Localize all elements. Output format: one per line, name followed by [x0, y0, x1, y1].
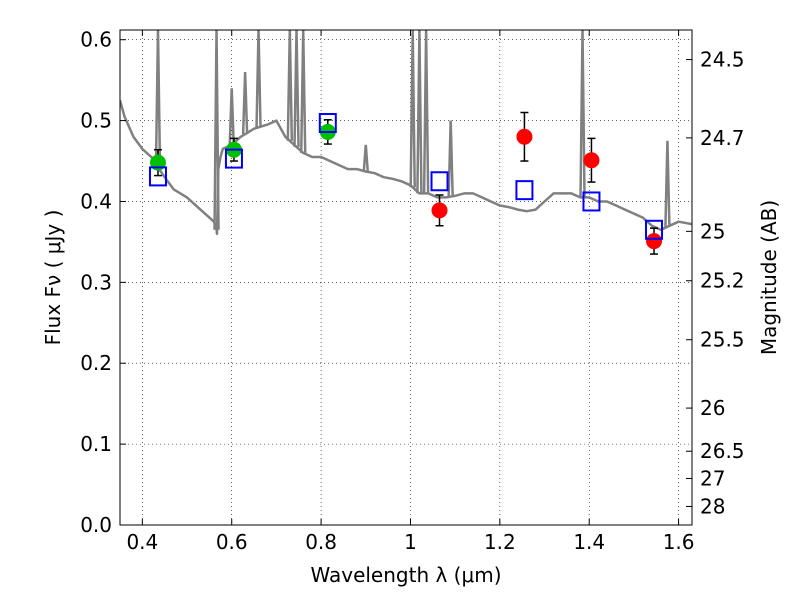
y-tick-label: 0.5 — [80, 109, 112, 133]
plot-area — [120, 30, 692, 255]
model-band-flux-square — [224, 148, 243, 169]
x-tick-label: 1.2 — [484, 530, 516, 554]
y2-tick-label: 25 — [700, 219, 725, 243]
y-tick-label: 0.3 — [80, 270, 112, 294]
x-tick-label: 0.4 — [126, 530, 158, 554]
axis-ticks — [120, 30, 692, 526]
model-band-flux-square — [148, 166, 167, 187]
photometry-point — [516, 128, 533, 145]
x-tick-label: 1.4 — [573, 530, 605, 554]
emission-line-spike — [293, 30, 300, 147]
emission-line-spike — [228, 88, 235, 145]
emission-line-spike — [299, 30, 307, 153]
emission-line-spike — [579, 30, 586, 198]
model-band-flux-square — [515, 180, 534, 201]
y-tick-label: 0.2 — [80, 351, 112, 375]
emission-line-spike — [241, 72, 249, 135]
x-tick-label: 0.8 — [305, 530, 337, 554]
emission-line-spike — [422, 30, 430, 194]
emission-line-spike — [409, 30, 416, 188]
x-tick-label: 1.6 — [663, 530, 695, 554]
axes-frame — [119, 29, 693, 526]
y2-tick-label: 26.5 — [700, 439, 745, 463]
y2-tick-label: 27 — [700, 466, 725, 490]
emission-line-spike — [362, 144, 370, 172]
x-tick-label: 0.6 — [216, 530, 248, 554]
y2-tick-label: 24.7 — [700, 126, 745, 150]
model-band-flux-square — [582, 191, 601, 212]
y2-tick-label: 28 — [700, 494, 725, 518]
model-band-flux-square — [645, 219, 664, 240]
y2-tick-label: 25.2 — [700, 269, 745, 293]
emission-line-spike — [255, 30, 262, 128]
model-band-flux-square — [430, 171, 449, 192]
grid-lines — [120, 30, 692, 526]
tick-labels: 0.4 0.6 0.8 1 1.2 1.4 1.6 0.0 0.1 0.2 0.3 0.4 0.5 0.6… — [80, 28, 744, 554]
photometry-point — [583, 152, 600, 169]
y2-axis-label: Magnitude (AB) — [757, 200, 781, 355]
y-tick-label: 0.4 — [80, 189, 112, 213]
x-tick-label: 1 — [404, 530, 417, 554]
model-band-flux-square — [318, 113, 337, 134]
y2-tick-label: 25.5 — [700, 328, 745, 352]
y-tick-label: 0.6 — [80, 28, 112, 52]
model-spectrum-line — [120, 100, 692, 236]
emission-line-spike — [154, 30, 162, 166]
emission-line-spike — [286, 30, 294, 141]
x-axis-label: Wavelength λ (μm) — [310, 563, 501, 587]
y2-tick-label: 24.5 — [700, 48, 745, 72]
y-tick-label: 0.1 — [80, 432, 112, 456]
photometry-point — [431, 202, 448, 219]
y2-tick-label: 26 — [700, 396, 725, 420]
photometry-point — [646, 233, 663, 250]
emission-line-spike — [447, 120, 454, 197]
y-tick-label: 0.0 — [80, 513, 112, 537]
emission-line-spike — [664, 140, 671, 227]
emission-line-spike — [416, 30, 423, 194]
emission-line-spike — [213, 30, 220, 230]
y-axis-label: Flux Fν ( μJy ) — [41, 210, 65, 346]
